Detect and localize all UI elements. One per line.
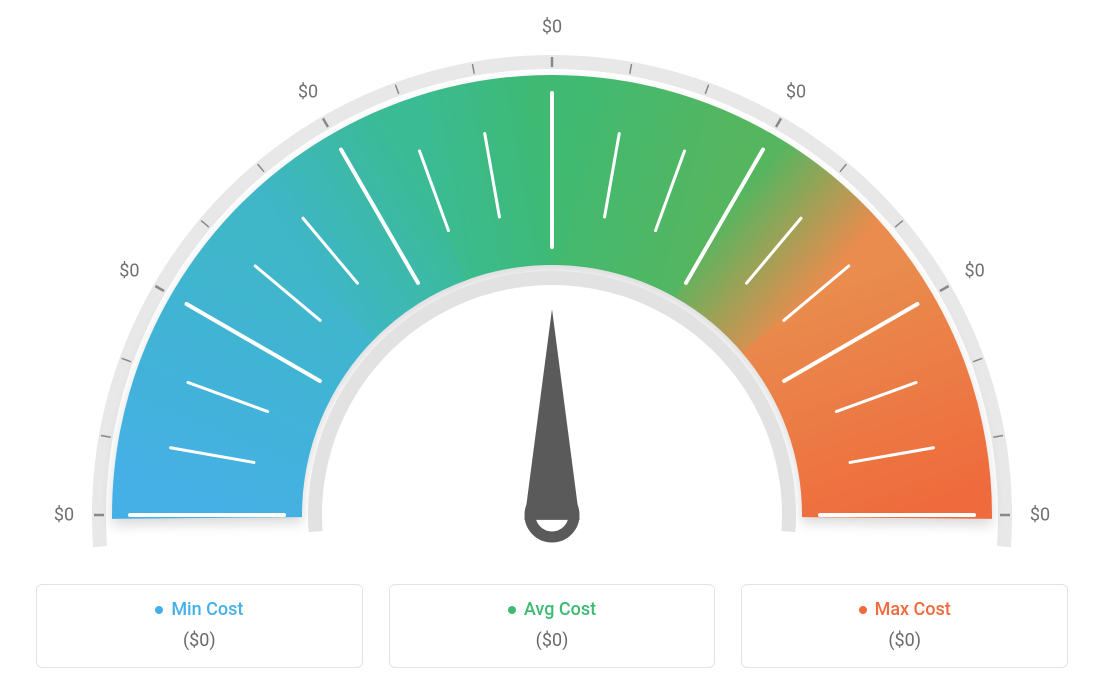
legend-dot-max <box>859 606 867 614</box>
legend-value-min: ($0) <box>47 630 352 651</box>
legend-card-max: Max Cost ($0) <box>741 584 1068 669</box>
legend-row: Min Cost ($0) Avg Cost ($0) Max Cost ($0… <box>36 584 1068 669</box>
legend-card-avg: Avg Cost ($0) <box>389 584 716 669</box>
scale-label-1: $0 <box>119 261 139 282</box>
legend-label-max: Max Cost <box>875 599 951 620</box>
scale-label-2: $0 <box>298 82 318 103</box>
scale-label-4: $0 <box>786 82 806 103</box>
legend-label-avg: Avg Cost <box>524 599 596 620</box>
legend-value-max: ($0) <box>752 630 1057 651</box>
scale-label-5: $0 <box>964 261 984 282</box>
legend-title-min: Min Cost <box>155 599 243 620</box>
scale-label-6: $0 <box>1030 505 1050 526</box>
legend-value-avg: ($0) <box>400 630 705 651</box>
legend-dot-min <box>155 606 163 614</box>
legend-dot-avg <box>508 606 516 614</box>
scale-label-3: $0 <box>542 17 562 38</box>
gauge-svg <box>22 10 1082 570</box>
legend-title-avg: Avg Cost <box>508 599 596 620</box>
legend-title-max: Max Cost <box>859 599 951 620</box>
legend-card-min: Min Cost ($0) <box>36 584 363 669</box>
scale-label-0: $0 <box>54 505 74 526</box>
gauge-chart: $0 $0 $0 $0 $0 $0 $0 <box>22 10 1082 570</box>
legend-label-min: Min Cost <box>171 599 243 620</box>
